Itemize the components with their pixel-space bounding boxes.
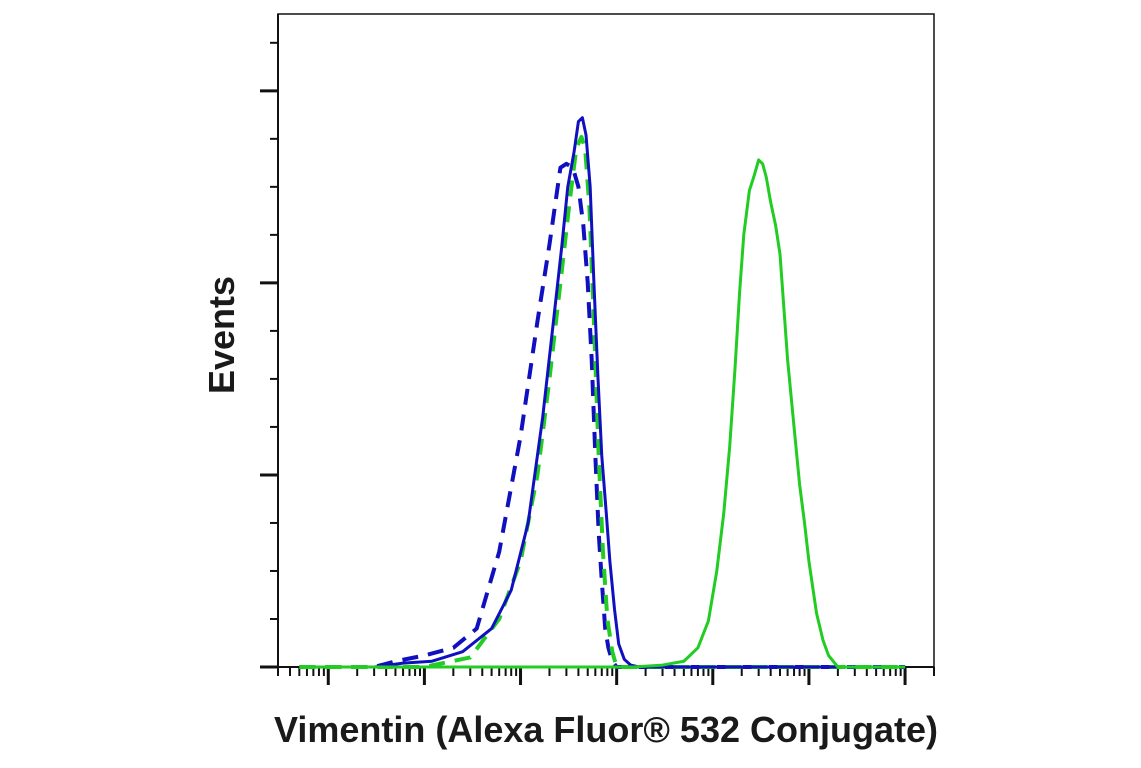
series-line-4 [299,158,906,669]
y-axis-ticks [260,41,278,669]
series-line-3 [299,116,906,669]
y-axis-title: Events [201,276,242,394]
x-axis-title: Vimentin (Alexa Fluor® 532 Conjugate) [274,709,938,750]
series-line-1 [299,161,906,669]
series-layer [299,116,906,669]
series-line-2 [299,134,906,669]
x-axis-ticks [277,667,935,685]
